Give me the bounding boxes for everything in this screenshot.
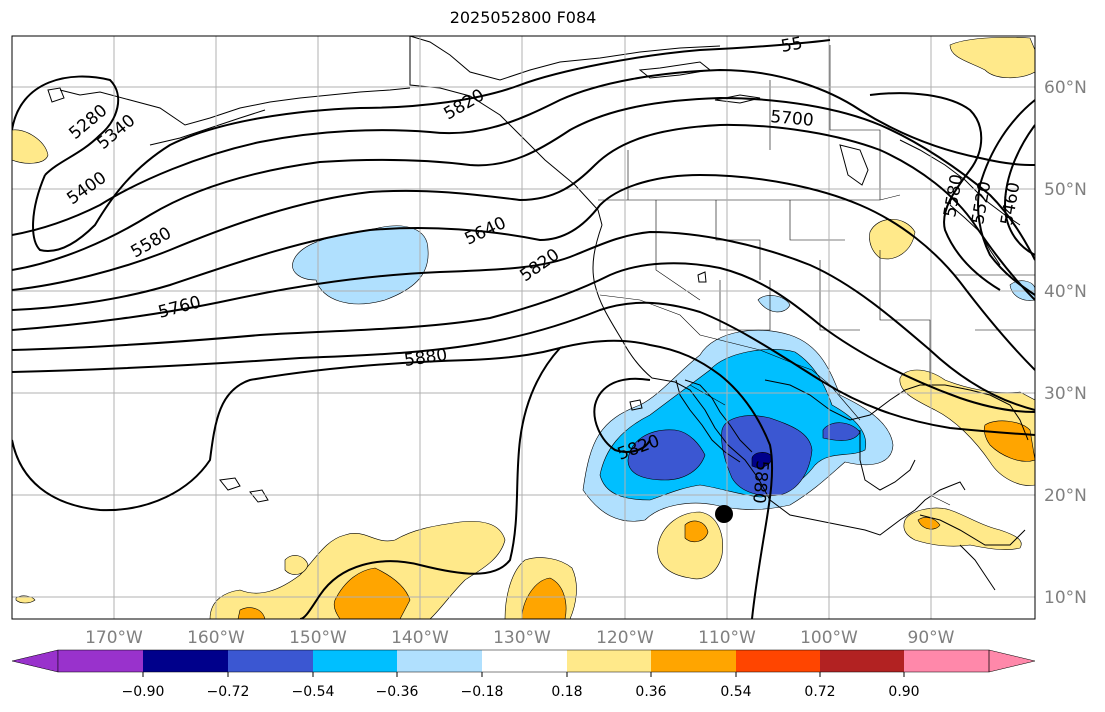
colorbar-tick-label: 0.72 <box>804 684 835 700</box>
lon-label: 100°W <box>800 628 858 648</box>
lon-label: 150°W <box>289 628 347 648</box>
colorbar-tick-label: 0.54 <box>720 684 751 700</box>
colorbar-bin <box>58 650 143 672</box>
colorbar-bin <box>736 650 820 672</box>
contour-label: 55 <box>779 33 804 56</box>
colorbar-bin <box>651 650 736 672</box>
lat-label: 30°N <box>1044 384 1087 404</box>
lon-label: 130°W <box>493 628 551 648</box>
coastlines <box>47 36 1029 591</box>
gridlines <box>12 36 1035 619</box>
positive-anomaly-shading <box>12 36 1035 619</box>
colorbar-tick-label: 0.18 <box>551 684 582 700</box>
lon-label: 90°W <box>908 628 955 648</box>
colorbar-tick-label: −0.90 <box>122 684 165 700</box>
colorbar-tick-label: −0.18 <box>461 684 504 700</box>
colorbar-bin <box>904 650 989 672</box>
colorbar-tick-label: −0.36 <box>376 684 419 700</box>
contour-label: 5880 <box>748 460 772 505</box>
colorbar-ticks <box>142 672 905 677</box>
lat-label: 50°N <box>1044 180 1087 200</box>
lon-label: 110°W <box>698 628 756 648</box>
contour-label: 5700 <box>770 107 815 131</box>
storm-marker <box>715 505 733 523</box>
colorbar-bin <box>397 650 482 672</box>
latitude-labels: 60°N 50°N 40°N 30°N 20°N 10°N <box>1044 78 1087 608</box>
colorbar-tick-label: 0.90 <box>888 684 919 700</box>
lat-label: 20°N <box>1044 486 1087 506</box>
colorbar-frame <box>57 649 990 673</box>
lon-label: 120°W <box>596 628 654 648</box>
height-contours <box>12 39 1035 619</box>
colorbar <box>11 649 1036 673</box>
colorbar-bin <box>228 650 313 672</box>
map-frame <box>11 35 1036 620</box>
longitude-labels: 170°W 160°W 150°W 140°W 130°W 120°W 110°… <box>85 628 955 648</box>
colorbar-tick-label: −0.54 <box>292 684 335 700</box>
colorbar-tick-label: 0.36 <box>635 684 666 700</box>
colorbar-extend-low <box>11 649 59 673</box>
map-panel: 5280 5340 5400 5580 5760 5880 5640 5820 … <box>12 33 1035 619</box>
lat-label: 40°N <box>1044 282 1087 302</box>
lon-label: 140°W <box>391 628 449 648</box>
lon-label: 170°W <box>85 628 143 648</box>
map-title: 2025052800 F084 <box>449 8 597 27</box>
colorbar-labels: −0.90 −0.72 −0.54 −0.36 −0.18 0.18 0.36 … <box>122 684 920 700</box>
colorbar-bin <box>482 650 567 672</box>
colorbar-bin <box>567 650 651 672</box>
colorbar-tick-label: −0.72 <box>207 684 250 700</box>
lat-label: 10°N <box>1044 588 1087 608</box>
lon-label: 160°W <box>187 628 245 648</box>
lat-label: 60°N <box>1044 78 1087 98</box>
colorbar-bin <box>820 650 904 672</box>
colorbar-bin <box>143 650 228 672</box>
colorbar-bin <box>313 650 397 672</box>
colorbar-extend-high <box>988 649 1036 673</box>
